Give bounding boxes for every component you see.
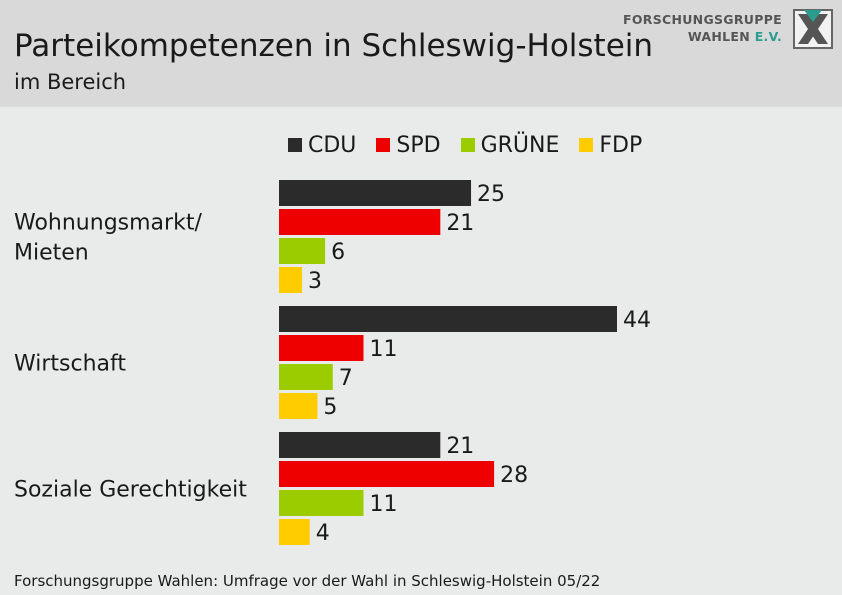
bar-fdp [279, 393, 318, 419]
legend-label: CDU [308, 132, 357, 158]
source-footnote: Forschungsgruppe Wahlen: Umfrage vor der… [14, 572, 601, 590]
legend-swatch [579, 138, 594, 152]
logo-text-line2: WAHLEN E.V. [688, 29, 782, 44]
logo-text-wahlen: WAHLEN [687, 29, 751, 44]
logo-text-ev: E.V. [754, 29, 782, 44]
bar-value-label: 11 [370, 337, 398, 362]
category-label-line: Soziale Gerechtigkeit [14, 478, 247, 503]
chart-title: Parteikompetenzen in Schleswig-Holstein [14, 28, 654, 64]
legend-item-spd: SPD [376, 132, 441, 158]
legend-item-fdp: FDP [579, 133, 642, 158]
legend-swatch [288, 138, 302, 152]
bar-value-label: 21 [446, 434, 474, 459]
bar-value-label: 28 [500, 463, 528, 488]
bar-value-label: 25 [477, 182, 505, 207]
logo: FORSCHUNGSGRUPPE WAHLEN E.V. [623, 8, 836, 52]
bar-value-label: 11 [370, 492, 398, 517]
legend-item-cdu: CDU [288, 133, 356, 158]
bar-value-label: 7 [339, 366, 353, 391]
bar-cdu [279, 432, 441, 458]
chart-subtitle: im Bereich [14, 70, 127, 94]
bar-value-label: 21 [446, 211, 474, 236]
legend-label: FDP [599, 132, 643, 158]
bar-fdp [279, 267, 303, 293]
bar-grüne [279, 238, 326, 264]
category-label: Wohnungsmarkt/Mieten [14, 211, 202, 266]
bar-grüne [279, 490, 364, 516]
bar-spd [279, 461, 495, 487]
bar-value-label: 5 [323, 395, 337, 420]
bar-value-label: 4 [316, 521, 330, 546]
category-label-line: Wohnungsmarkt/ [14, 211, 202, 236]
bar-fdp [279, 519, 310, 545]
chart-legend: CDU SPD GRÜNE FDP [288, 130, 642, 160]
logo-text-line1: FORSCHUNGSGRUPPE [623, 12, 782, 27]
category-label: Wirtschaft [14, 352, 126, 377]
fgw-x-logo-icon [793, 9, 833, 49]
legend-label: SPD [396, 132, 441, 158]
legend-item-grüne: GRÜNE [460, 132, 560, 158]
bar-cdu [279, 180, 472, 206]
bar-cdu [279, 306, 617, 332]
bar-value-label: 3 [308, 269, 322, 294]
legend-label: GRÜNE [480, 132, 560, 158]
bar-spd [279, 209, 441, 235]
legend-swatch [460, 138, 475, 152]
bar-value-label: 44 [623, 308, 651, 333]
legend-swatch [376, 138, 391, 152]
category-label-line: Wirtschaft [14, 352, 126, 377]
header-band: Parteikompetenzen in Schleswig-Holstein … [0, 0, 842, 107]
category-label-line: Mieten [14, 241, 89, 266]
category-label: Soziale Gerechtigkeit [14, 478, 247, 503]
bar-spd [279, 335, 364, 361]
bar-value-label: 6 [331, 240, 345, 265]
bar-grüne [279, 364, 333, 390]
